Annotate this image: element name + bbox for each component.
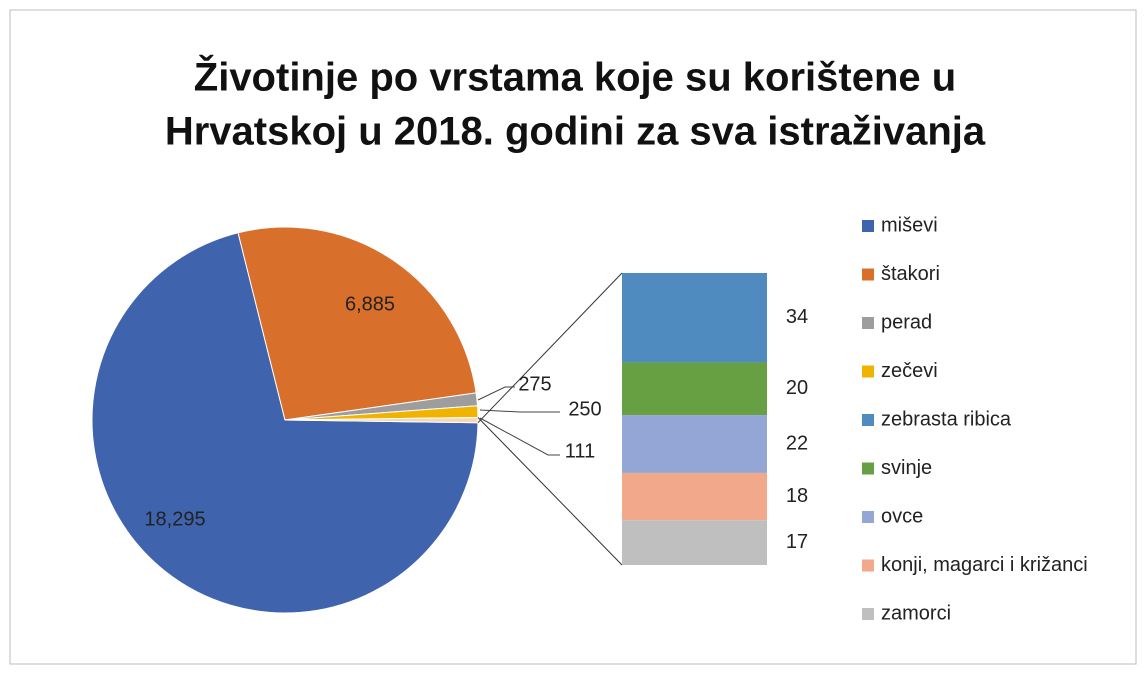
legend-swatch	[862, 511, 874, 523]
data-label: 34	[786, 306, 808, 328]
bar-segment	[622, 273, 767, 363]
data-label: 6,885	[345, 293, 395, 315]
pie-slice	[91, 232, 479, 614]
pie-slice	[237, 226, 477, 421]
data-label: 111	[565, 440, 595, 462]
data-label: 17	[786, 531, 808, 553]
legend-label: zamorci	[881, 602, 951, 624]
data-label: 275	[518, 373, 551, 395]
legend-label: konji, magarci i križanci	[881, 554, 1088, 576]
connector-line	[477, 272, 623, 424]
legend-label: zečevi	[881, 360, 938, 382]
data-label: 22	[786, 432, 808, 454]
bar-segment	[622, 362, 767, 416]
legend-swatch	[862, 414, 874, 426]
bar-segment	[622, 472, 767, 521]
legend-swatch	[862, 462, 874, 475]
leader-line	[479, 409, 560, 413]
data-label: 20	[786, 377, 808, 399]
legend-swatch	[862, 220, 874, 232]
data-label: 18	[786, 485, 808, 507]
legend-swatch	[862, 365, 874, 378]
leader-line	[479, 417, 560, 456]
bar-segment	[622, 415, 767, 473]
legend-label: zebrasta ribica	[881, 408, 1012, 430]
data-label: 250	[568, 398, 601, 420]
data-label: 18,295	[144, 508, 205, 530]
legend-swatch	[862, 559, 874, 572]
legend-label: štakori	[881, 263, 940, 285]
connector-line	[477, 417, 623, 566]
legend-swatch	[862, 608, 874, 620]
legend-label: ovce	[881, 505, 923, 527]
legend-label: svinje	[881, 457, 932, 479]
chart-title: Životinje po vrstama koje su korištene u	[194, 54, 956, 100]
chart-title: Hrvatskoj u 2018. godini za sva istraživ…	[165, 110, 986, 154]
legend-swatch	[862, 317, 874, 329]
legend-swatch	[862, 268, 874, 281]
bar-segment	[622, 520, 767, 565]
legend-label: miševi	[881, 214, 938, 236]
legend-label: perad	[881, 311, 932, 333]
